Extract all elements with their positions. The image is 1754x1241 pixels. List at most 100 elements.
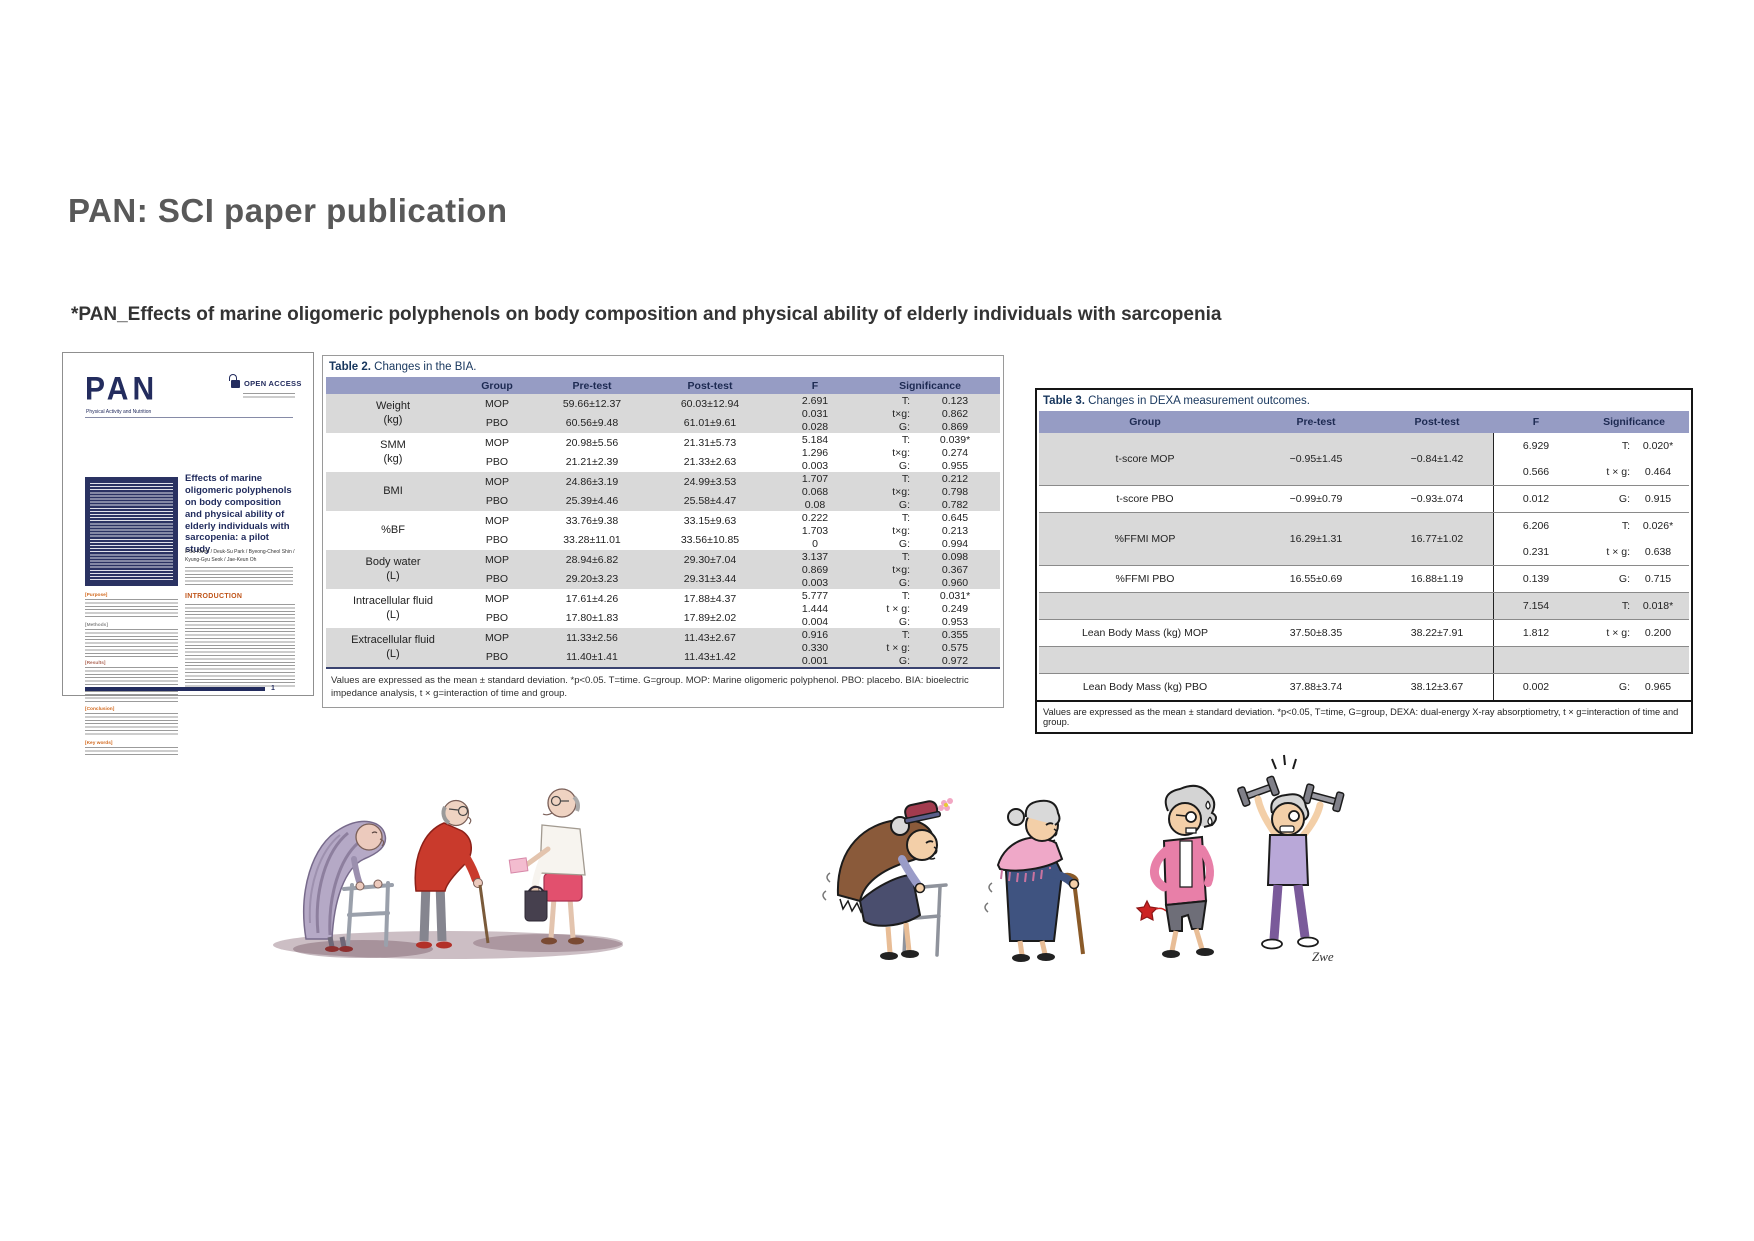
- pre-test-cell: 20.98±5.56: [565, 436, 619, 449]
- footer-bar: [85, 686, 265, 691]
- table3-row: 0.566 t × g: 0.464: [1039, 459, 1689, 486]
- stat-row: 0 G: 0.994: [770, 537, 1000, 550]
- f-cell: 0.222: [801, 511, 829, 524]
- abstract-text-placeholder: [85, 747, 178, 755]
- sig-label-cell: T:: [901, 589, 910, 602]
- introduction-text-placeholder: [185, 604, 295, 688]
- open-lock-icon: [229, 373, 240, 388]
- stat-rows: 2.691 T: 0.123 0.031 t×g: 0.862 0.028 G: 0.869: [770, 394, 1000, 433]
- sig-label-cell: t × g:: [1606, 546, 1630, 558]
- page-subtitle: *PAN_Effects of marine oligomeric polyph…: [71, 304, 1222, 325]
- table3-body: t-score MOP −0.95±1.45 −0.84±1.42 6.929 T: 0.…: [1039, 433, 1689, 700]
- group-row: MOP 33.76±9.38 33.15±9.63: [460, 511, 770, 531]
- stat-row: 0.222 T: 0.645: [770, 511, 1000, 524]
- sig-label-cell: T:: [1621, 440, 1630, 452]
- row-left: Lean Body Mass (kg) PBO 37.88±3.74 38.12±3…: [1039, 674, 1493, 700]
- abstract-section-label: [Conclusion]: [85, 707, 115, 712]
- table2-row: Weight (kg) MOP 59.66±12.37 60.03±12.94 PBO 60…: [326, 394, 1000, 433]
- group-rows: MOP 17.61±4.26 17.88±4.37 PBO 17.80±1.83 17.8…: [460, 589, 770, 628]
- figure-granny-walker: [822, 798, 953, 960]
- row-right: 0.012 G: 0.915: [1493, 486, 1689, 512]
- sig-label-cell: G:: [898, 420, 910, 433]
- row-right: 0.139 G: 0.715: [1493, 566, 1689, 592]
- post-test-cell: 33.15±9.63: [683, 514, 737, 527]
- sig-label-cell: G:: [1618, 493, 1630, 505]
- abstract-section-label: [Purpose]: [85, 593, 108, 598]
- measure-cell: Extracellular fluid (L): [351, 634, 435, 660]
- group-cell: PBO: [485, 651, 509, 664]
- stat-row: 0.916 T: 0.355: [770, 628, 1000, 641]
- sig-value-cell: 0.965: [1644, 681, 1672, 693]
- row-right: 6.929 T: 0.020*: [1493, 433, 1689, 459]
- open-access-badge: OPEN ACCESS: [229, 373, 302, 388]
- abstract-section: [Methods]: [85, 623, 178, 657]
- table2-row: %BF MOP 33.76±9.38 33.15±9.63 PBO 33.28±11.01…: [326, 511, 1000, 550]
- table3-footnote: Values are expressed as the mean ± stand…: [1037, 700, 1691, 732]
- post-test-cell: 16.88±1.19: [1410, 573, 1464, 585]
- stat-rows: 5.777 T: 0.031* 1.444 t × g: 0.249 0.004 G: 0.95…: [770, 589, 1000, 628]
- group-cell: PBO: [485, 612, 509, 625]
- group-row: MOP 28.94±6.82 29.30±7.04: [460, 550, 770, 570]
- post-test-cell: 38.12±3.67: [1410, 681, 1464, 693]
- elderly-decline-illustration: [273, 788, 623, 959]
- f-cell: 0.012: [1522, 493, 1550, 505]
- group-cell: t-score MOP: [1115, 453, 1175, 465]
- table3-row: [1039, 647, 1689, 674]
- pre-test-cell: 60.56±9.48: [565, 417, 619, 430]
- paper-abstract: [Purpose] [Methods] [Results] [Conclusion] […: [85, 593, 178, 759]
- row-right: 0.566 t × g: 0.464: [1493, 459, 1689, 485]
- post-test-cell: 16.77±1.02: [1410, 533, 1464, 545]
- paper-title: Effects of marine oligomeric polyphenols…: [185, 473, 292, 556]
- f-cell: 1.703: [801, 524, 829, 537]
- pre-test-cell: 17.61±4.26: [565, 592, 619, 605]
- f-cell: 1.296: [801, 446, 829, 459]
- row-right: 6.206 T: 0.026*: [1493, 513, 1689, 539]
- group-rows: MOP 59.66±12.37 60.03±12.94 PBO 60.56±9.48 61…: [460, 394, 770, 433]
- f-cell: 1.707: [801, 472, 829, 485]
- abstract-section: [Results]: [85, 661, 178, 703]
- group-row: PBO 29.20±3.23 29.31±3.44: [460, 570, 770, 590]
- stat-row: 0.004 G: 0.953: [770, 615, 1000, 628]
- paper-introduction: INTRODUCTION: [185, 593, 295, 688]
- row-left: %FFMI MOP 16.29±1.31 16.77±1.02: [1039, 513, 1493, 545]
- row-left: [1039, 539, 1493, 565]
- table3-row: t-score PBO −0.99±0.79 −0.93±.074 0.012 G: 0.…: [1039, 486, 1689, 513]
- pre-test-cell: 24.86±3.19: [565, 475, 619, 488]
- sig-label-cell: G:: [898, 654, 910, 667]
- group-cell: PBO: [485, 573, 509, 586]
- table3-row: Lean Body Mass (kg) MOP 37.50±8.35 38.22±7…: [1039, 620, 1689, 647]
- stat-row: 0.08 G: 0.782: [770, 498, 1000, 511]
- row-right: 1.812 t × g: 0.200: [1493, 620, 1689, 646]
- f-cell: 0.002: [1522, 681, 1550, 693]
- table2-row: Intracellular fluid (L) MOP 17.61±4.26 17.88…: [326, 589, 1000, 628]
- post-test-cell: −0.93±.074: [1410, 493, 1464, 505]
- stat-row: 5.184 T: 0.039*: [770, 433, 1000, 446]
- header-group: Group: [1129, 416, 1161, 428]
- table2-title-label: Table 2.: [329, 361, 371, 373]
- dumbbell-icon: [1237, 775, 1280, 807]
- table2-footnote: Values are expressed as the mean ± stand…: [331, 675, 969, 700]
- stat-rows: 1.707 T: 0.212 0.068 t×g: 0.798 0.08 G: 0.782: [770, 472, 1000, 511]
- sig-label-cell: T:: [901, 511, 910, 524]
- group-row: MOP 11.33±2.56 11.43±2.67: [460, 628, 770, 648]
- header-pre-test: Pre-test: [572, 379, 612, 392]
- stat-row: 0.330 t × g: 0.575: [770, 641, 1000, 654]
- stat-row: 0.003 G: 0.960: [770, 576, 1000, 589]
- post-test-cell: 25.58±4.47: [683, 495, 737, 508]
- sig-value-cell: 0.249: [941, 602, 969, 615]
- page-title: PAN: SCI paper publication: [68, 192, 508, 229]
- post-test-cell: 33.56±10.85: [680, 534, 740, 547]
- measure-cell: Weight (kg): [375, 400, 411, 426]
- measure-cell: Body water (L): [365, 556, 421, 582]
- sig-value-cell: 0.464: [1644, 466, 1672, 478]
- f-cell: 1.444: [801, 602, 829, 615]
- table2-row: Body water (L) MOP 28.94±6.82 29.30±7.04 PBO 2…: [326, 550, 1000, 589]
- group-cell: PBO: [485, 495, 509, 508]
- stat-row: 1.703 t×g: 0.213: [770, 524, 1000, 537]
- measure-cell: Intracellular fluid (L): [352, 595, 434, 621]
- pre-test-cell: 11.40±1.41: [566, 651, 618, 664]
- abstract-section: [Purpose]: [85, 593, 178, 619]
- sig-label-cell: t×g:: [892, 524, 910, 537]
- sig-value-cell: 0.638: [1644, 546, 1672, 558]
- sig-label-cell: G:: [898, 459, 910, 472]
